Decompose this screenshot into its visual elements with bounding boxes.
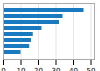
svg-text:30: 30 xyxy=(52,67,61,71)
svg-text:50: 50 xyxy=(87,67,96,71)
svg-text:40: 40 xyxy=(69,67,78,71)
svg-text:20: 20 xyxy=(34,67,43,71)
svg-text:0: 0 xyxy=(1,67,5,71)
svg-text:10: 10 xyxy=(17,67,26,71)
